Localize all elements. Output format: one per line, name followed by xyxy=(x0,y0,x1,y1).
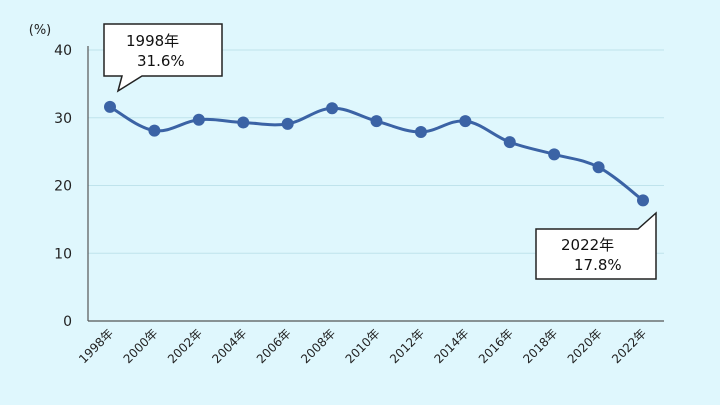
data-point xyxy=(503,136,516,149)
data-point xyxy=(192,113,205,126)
callout-end-box xyxy=(535,211,657,280)
x-tick-label: 2012年 xyxy=(387,326,427,366)
x-tick-label: 2014年 xyxy=(431,326,471,366)
x-tick-labels: 1998年 2000年 2002年 2004年 2006年 2008年 2010年 2012年… xyxy=(76,326,649,366)
data-point xyxy=(370,115,383,128)
gridlines xyxy=(88,49,664,254)
data-points xyxy=(104,100,649,207)
data-point xyxy=(637,194,649,207)
data-point xyxy=(592,161,605,174)
data-point xyxy=(148,124,161,137)
callout-start: 1998年 31.6% xyxy=(103,23,223,93)
y-axis-unit-label: (%) xyxy=(29,23,52,38)
data-point xyxy=(414,125,427,138)
x-tick-label: 2010年 xyxy=(343,326,383,366)
x-tick-label: 2008年 xyxy=(298,326,338,366)
x-tick-label: 2000年 xyxy=(121,326,161,366)
data-point xyxy=(237,116,250,129)
data-point xyxy=(281,117,294,130)
callout-end: 2022年 17.8% xyxy=(535,211,657,280)
callout-end-value: 17.8% xyxy=(574,256,622,274)
y-tick-label: 40 xyxy=(54,43,72,59)
data-point xyxy=(104,100,116,113)
y-tick-label: 0 xyxy=(63,314,72,330)
x-tick-label: 2006年 xyxy=(254,326,294,366)
axes xyxy=(87,46,664,322)
callout-start-value: 31.6% xyxy=(137,52,185,70)
y-tick-label: 20 xyxy=(54,179,72,195)
x-tick-label: 2020年 xyxy=(565,326,605,366)
y-tick-labels: 0 10 20 30 40 xyxy=(54,43,72,330)
data-point xyxy=(459,115,472,128)
x-tick-label: 2022年 xyxy=(609,326,649,366)
data-point xyxy=(548,148,561,161)
data-point xyxy=(326,102,339,115)
callout-start-year: 1998年 xyxy=(126,32,179,50)
callout-start-box xyxy=(103,23,223,93)
x-tick-label: 1998年 xyxy=(76,326,116,366)
callout-end-year: 2022年 xyxy=(561,236,614,254)
y-tick-label: 30 xyxy=(54,111,72,127)
x-tick-label: 2002年 xyxy=(165,326,205,366)
x-tick-label: 2004年 xyxy=(209,326,249,366)
x-tick-label: 2016年 xyxy=(476,326,516,366)
x-tick-label: 2018年 xyxy=(520,326,560,366)
y-tick-label: 10 xyxy=(54,246,72,262)
